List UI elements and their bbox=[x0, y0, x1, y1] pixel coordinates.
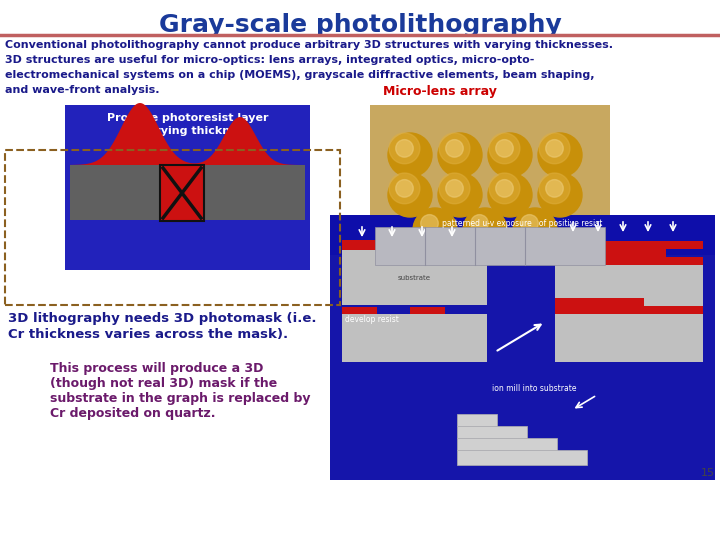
Text: 3D lithography needs 3D photomask (i.e.: 3D lithography needs 3D photomask (i.e. bbox=[8, 312, 317, 325]
Bar bbox=[65, 105, 310, 270]
Bar bbox=[457, 438, 557, 450]
Circle shape bbox=[521, 214, 539, 232]
Bar bbox=[555, 249, 666, 257]
Text: Cr deposited on quartz.: Cr deposited on quartz. bbox=[50, 407, 215, 420]
Text: substrate: substrate bbox=[398, 274, 431, 280]
Bar bbox=[555, 314, 703, 362]
Text: thick photoresist  ✓: thick photoresist ✓ bbox=[560, 258, 622, 262]
Text: Conventional photolithography cannot produce arbitrary 3D structures with varyin: Conventional photolithography cannot pro… bbox=[5, 40, 613, 50]
Circle shape bbox=[471, 214, 488, 232]
Circle shape bbox=[446, 180, 463, 197]
Circle shape bbox=[538, 173, 582, 217]
Circle shape bbox=[489, 133, 520, 164]
Circle shape bbox=[420, 214, 438, 232]
Bar bbox=[160, 165, 204, 221]
Bar bbox=[70, 165, 305, 220]
Bar bbox=[342, 250, 487, 305]
Circle shape bbox=[438, 133, 482, 177]
Circle shape bbox=[538, 133, 582, 177]
Circle shape bbox=[439, 133, 470, 164]
Circle shape bbox=[539, 133, 570, 164]
Bar bbox=[457, 414, 497, 426]
Bar bbox=[555, 265, 703, 320]
Circle shape bbox=[488, 173, 532, 217]
Text: Micro-lens array: Micro-lens array bbox=[383, 85, 497, 98]
Circle shape bbox=[488, 133, 532, 177]
Polygon shape bbox=[70, 103, 305, 165]
Bar bbox=[370, 105, 610, 270]
Circle shape bbox=[396, 180, 413, 197]
Circle shape bbox=[495, 140, 513, 157]
Text: substrate in the graph is replaced by: substrate in the graph is replaced by bbox=[50, 392, 310, 405]
Text: 3D structures are useful for micro-optics: lens arrays, integrated optics, micro: 3D structures are useful for micro-optic… bbox=[5, 55, 534, 65]
Bar bbox=[375, 227, 605, 265]
Bar bbox=[342, 314, 487, 362]
Circle shape bbox=[495, 180, 513, 197]
Text: develop resist: develop resist bbox=[345, 315, 399, 324]
Circle shape bbox=[413, 208, 457, 252]
Bar bbox=[5, 150, 340, 305]
Text: 15: 15 bbox=[701, 468, 715, 478]
Bar bbox=[555, 298, 644, 306]
Bar bbox=[457, 450, 587, 465]
Bar bbox=[457, 426, 527, 438]
Text: electromechanical systems on a chip (MOEMS), grayscale diffractive elements, bea: electromechanical systems on a chip (MOE… bbox=[5, 70, 595, 80]
Bar bbox=[592, 241, 703, 249]
Circle shape bbox=[438, 173, 482, 217]
Text: Cr thickness varies across the mask).: Cr thickness varies across the mask). bbox=[8, 328, 288, 341]
Circle shape bbox=[439, 173, 470, 204]
Bar bbox=[330, 215, 715, 255]
Text: ion mill into substrate: ion mill into substrate bbox=[492, 384, 577, 393]
Text: This process will produce a 3D: This process will produce a 3D bbox=[50, 362, 264, 375]
Text: Produce photoresist layer
of varying thickness: Produce photoresist layer of varying thi… bbox=[107, 113, 269, 136]
Text: patterned u-v exposure   of positive resist: patterned u-v exposure of positive resis… bbox=[442, 219, 603, 228]
Circle shape bbox=[489, 173, 520, 204]
Text: Gray-scale photolithography: Gray-scale photolithography bbox=[158, 13, 562, 37]
Circle shape bbox=[388, 133, 432, 177]
Circle shape bbox=[546, 140, 563, 157]
Bar bbox=[410, 307, 445, 314]
Circle shape bbox=[388, 173, 432, 217]
Circle shape bbox=[513, 208, 557, 252]
Bar bbox=[555, 306, 703, 314]
Circle shape bbox=[389, 133, 420, 164]
Circle shape bbox=[396, 140, 413, 157]
Text: and wave-front analysis.: and wave-front analysis. bbox=[5, 85, 160, 95]
Bar bbox=[330, 215, 715, 480]
Circle shape bbox=[546, 180, 563, 197]
Bar bbox=[342, 240, 487, 250]
Circle shape bbox=[446, 140, 463, 157]
Circle shape bbox=[389, 173, 420, 204]
Text: thin photoresist  ✓: thin photoresist ✓ bbox=[344, 242, 403, 247]
Circle shape bbox=[463, 208, 507, 252]
Text: (though not real 3D) mask if the: (though not real 3D) mask if the bbox=[50, 377, 277, 390]
Bar bbox=[342, 307, 377, 314]
Circle shape bbox=[539, 173, 570, 204]
Bar bbox=[555, 257, 703, 265]
